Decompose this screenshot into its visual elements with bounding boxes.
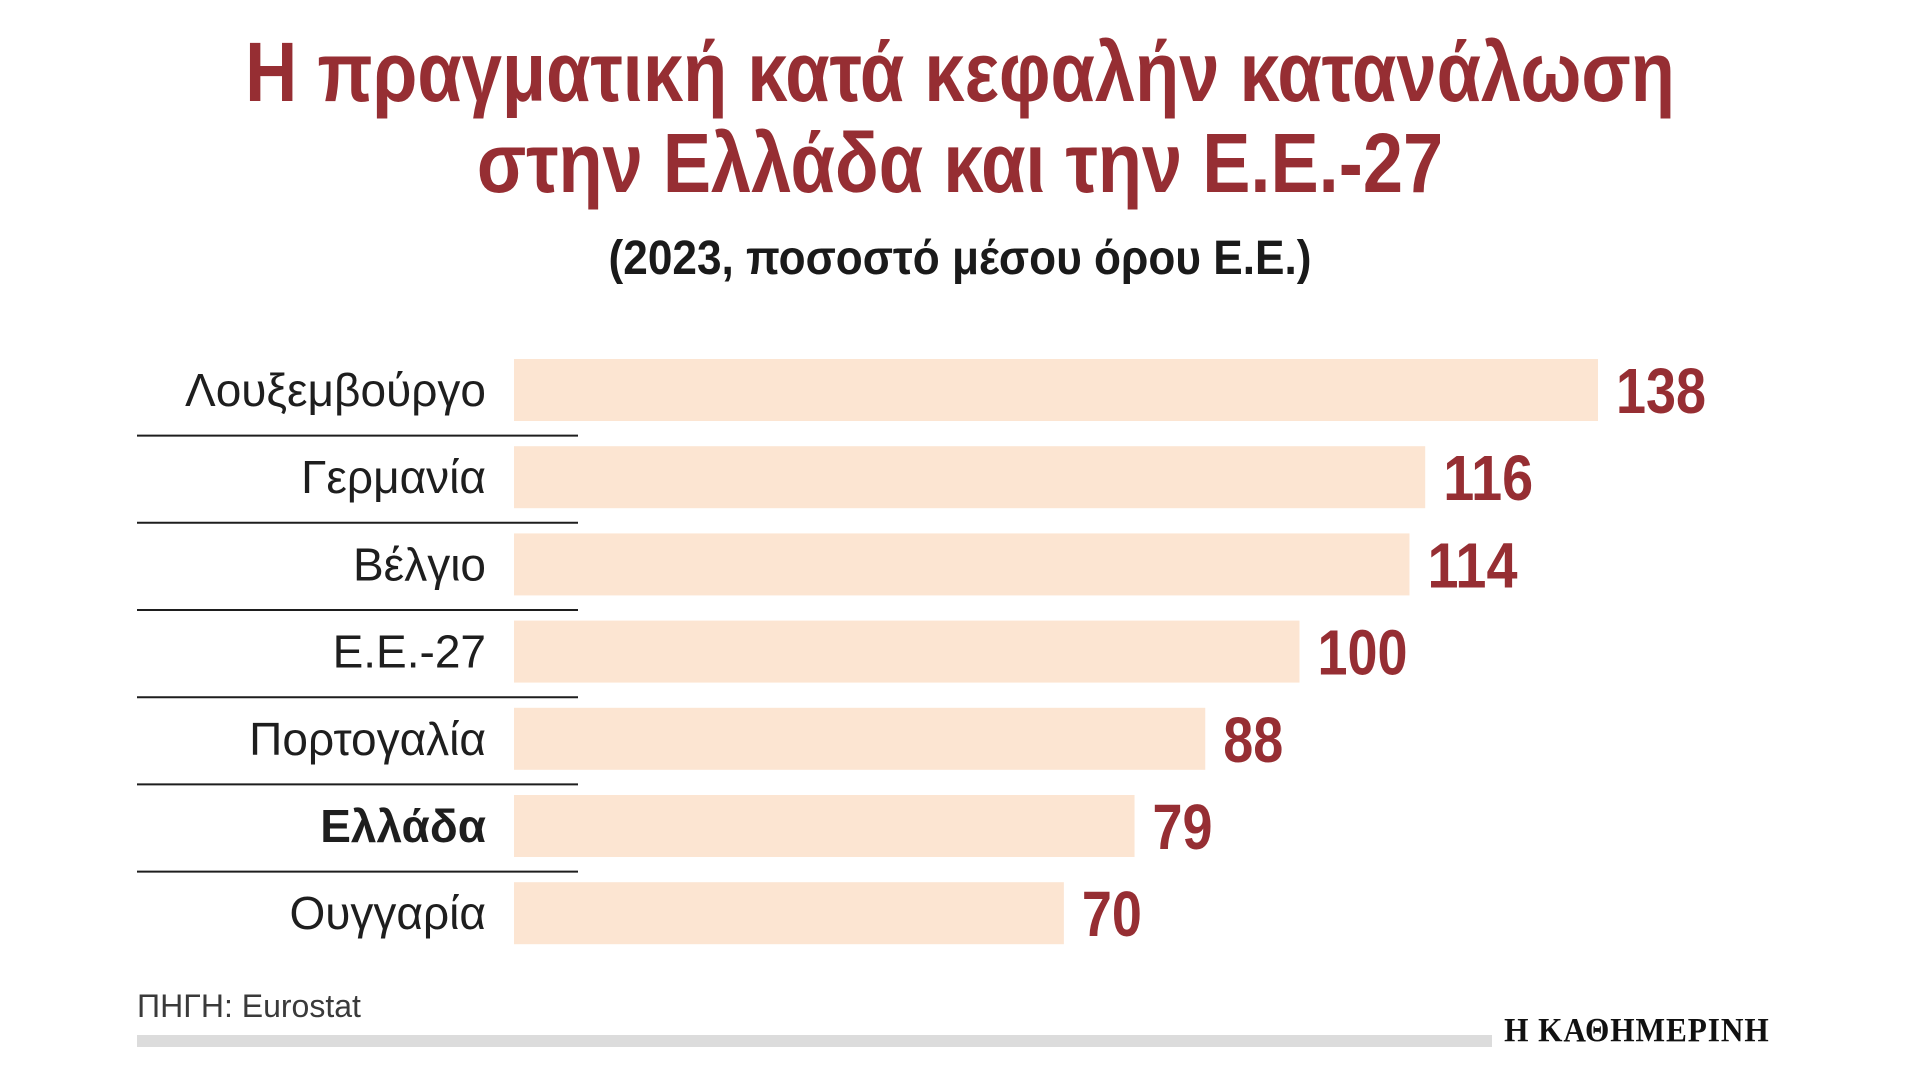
bar-πορτογαλια: [514, 707, 1206, 770]
value-label-λουξεμβουργο: 138: [1616, 355, 1706, 427]
category-label-ουγγαρια: Ουγγαρία: [289, 887, 486, 939]
category-label-ε-ε-27: Ε.Ε.-27: [333, 626, 486, 678]
category-label-ελλαδα: Ελλάδα: [320, 800, 486, 852]
kathimerini-logo: Η ΚΑΘΗΜΕΡΙΝΗ: [1504, 1012, 1770, 1049]
source-note: ΠΗΓΗ: Eurostat: [137, 988, 361, 1024]
category-label-βελγιο: Βέλγιο: [353, 538, 486, 590]
value-label-πορτογαλια: 88: [1223, 704, 1283, 776]
value-label-ουγγαρια: 70: [1082, 878, 1142, 950]
value-label-ελλαδα: 79: [1153, 791, 1213, 863]
category-label-γερμανια: Γερμανία: [301, 451, 486, 503]
category-label-λουξεμβουργο: Λουξεμβούργο: [185, 364, 486, 416]
value-label-ε-ε-27: 100: [1318, 617, 1408, 689]
chart-subtitle: (2023, ποσοστό μέσου όρου Ε.Ε.): [608, 232, 1312, 285]
value-label-βελγιο: 114: [1427, 529, 1517, 601]
chart-title-line-2: στην Ελλάδα και την Ε.Ε.-27: [476, 116, 1444, 210]
bar-ε-ε-27: [514, 620, 1300, 683]
bar-λουξεμβουργο: [514, 359, 1598, 421]
category-label-πορτογαλια: Πορτογαλία: [249, 713, 486, 765]
chart-title-line-1: Η πραγματική κατά κεφαλήν κατανάλωση: [245, 25, 1675, 119]
bar-βελγιο: [514, 533, 1410, 596]
bar-ουγγαρια: [514, 882, 1064, 945]
bar-γερμανια: [514, 446, 1426, 509]
footer-divider: [137, 1035, 1492, 1047]
value-label-γερμανια: 116: [1443, 442, 1533, 514]
bar-ελλαδα: [514, 795, 1135, 857]
